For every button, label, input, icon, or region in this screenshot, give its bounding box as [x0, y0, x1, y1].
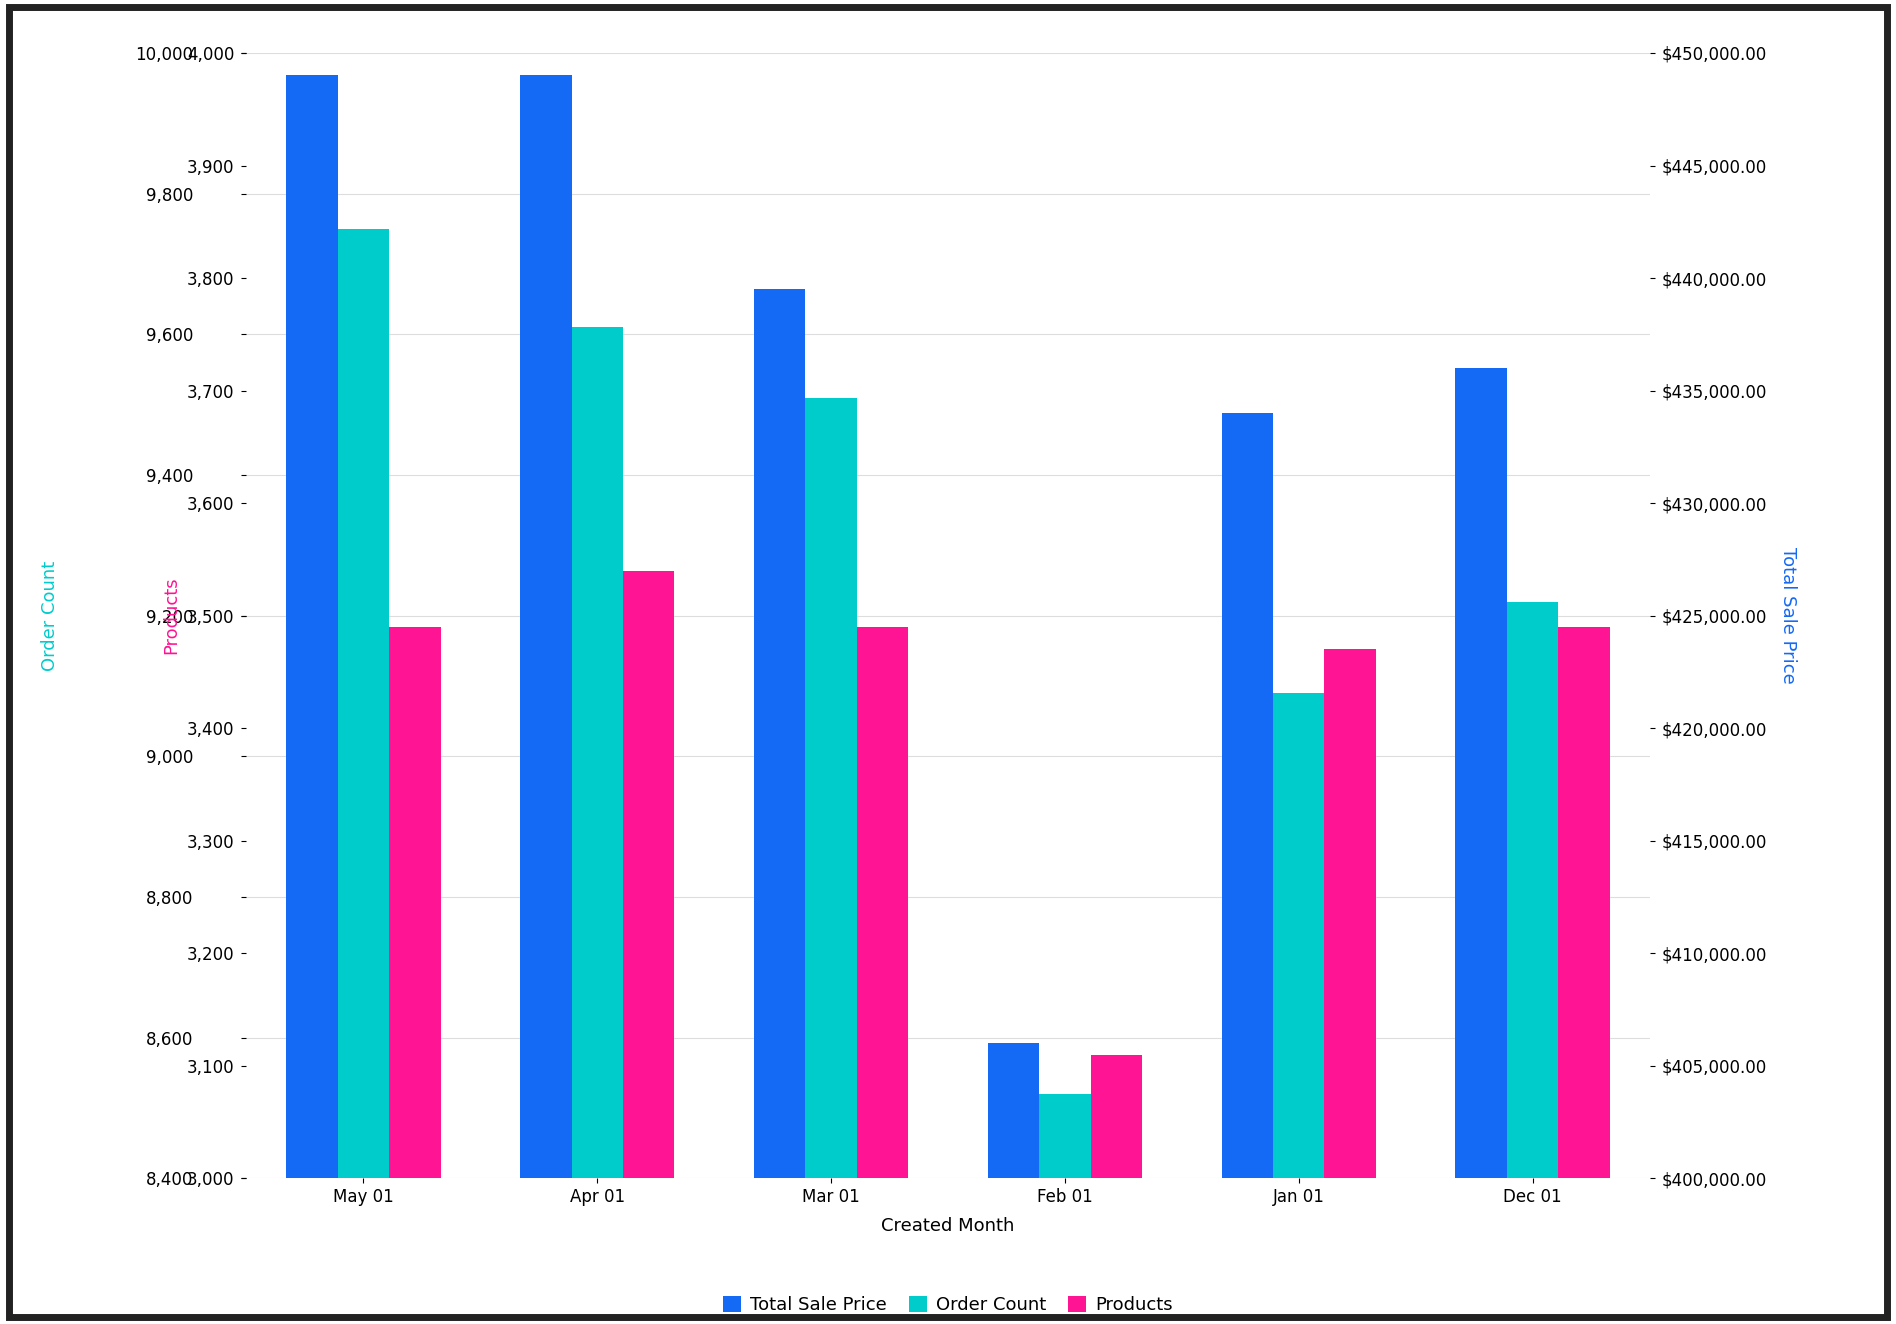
Bar	[1456, 368, 1507, 1324]
Bar	[755, 289, 806, 1324]
Bar	[389, 626, 440, 1324]
Bar	[1090, 1054, 1141, 1324]
Bar	[337, 229, 389, 1324]
Bar	[988, 1043, 1039, 1324]
Bar	[1221, 413, 1272, 1324]
Bar	[1039, 1094, 1090, 1324]
Bar	[1272, 692, 1325, 1324]
Bar	[806, 397, 857, 1324]
X-axis label: Created Month: Created Month	[882, 1217, 1014, 1235]
Bar	[1507, 601, 1559, 1324]
Y-axis label: Products: Products	[161, 577, 180, 654]
Y-axis label: Order Count: Order Count	[40, 560, 59, 671]
Bar	[624, 571, 675, 1324]
Bar	[286, 75, 337, 1324]
Bar	[571, 327, 624, 1324]
Bar	[520, 75, 571, 1324]
Legend: Total Sale Price, Order Count, Products: Total Sale Price, Order Count, Products	[717, 1288, 1179, 1321]
Bar	[857, 626, 908, 1324]
Bar	[1325, 650, 1376, 1324]
Bar	[1559, 626, 1610, 1324]
Y-axis label: Total Sale Price: Total Sale Price	[1778, 547, 1797, 685]
